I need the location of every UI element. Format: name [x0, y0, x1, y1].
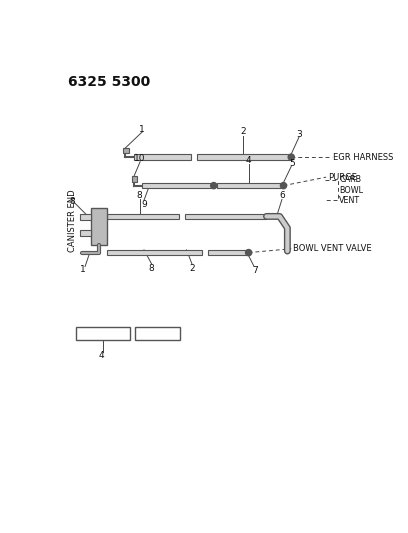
Bar: [135, 327, 180, 340]
Text: EGR HARNESS: EGR HARNESS: [333, 152, 393, 161]
Text: 4: 4: [99, 351, 105, 360]
Text: 5: 5: [289, 159, 295, 168]
Circle shape: [288, 154, 294, 160]
Bar: [142, 183, 214, 188]
Bar: [132, 176, 137, 182]
Bar: [80, 214, 91, 220]
Bar: [123, 148, 129, 154]
Text: CARB
BOWL
VENT: CARB BOWL VENT: [339, 175, 363, 205]
Bar: [76, 327, 130, 340]
Text: 9: 9: [141, 199, 146, 208]
Text: 1: 1: [80, 265, 86, 274]
Text: 1: 1: [139, 125, 144, 134]
Text: PURGE: PURGE: [328, 173, 357, 182]
Bar: [197, 155, 291, 160]
Text: 7: 7: [252, 266, 257, 275]
Text: 2: 2: [240, 127, 246, 136]
Circle shape: [211, 182, 217, 189]
Circle shape: [246, 249, 252, 256]
Bar: [91, 208, 107, 245]
Text: 10: 10: [134, 154, 145, 163]
Bar: [107, 214, 179, 219]
Text: 4: 4: [246, 156, 251, 165]
Text: 6325 5300: 6325 5300: [68, 75, 150, 88]
Text: 2: 2: [189, 263, 195, 272]
Text: 8: 8: [136, 191, 142, 200]
Text: 6: 6: [279, 191, 285, 200]
Bar: [217, 183, 284, 188]
Circle shape: [280, 182, 286, 189]
Bar: [134, 155, 191, 160]
Text: 8: 8: [70, 197, 75, 206]
Bar: [80, 230, 91, 236]
Text: CANISTER END: CANISTER END: [68, 189, 77, 252]
Text: 8: 8: [149, 263, 154, 272]
Bar: [208, 250, 248, 255]
Text: 3: 3: [296, 130, 302, 139]
Bar: [107, 250, 202, 255]
Text: BOWL VENT VALVE: BOWL VENT VALVE: [293, 244, 371, 253]
Bar: [185, 214, 266, 219]
